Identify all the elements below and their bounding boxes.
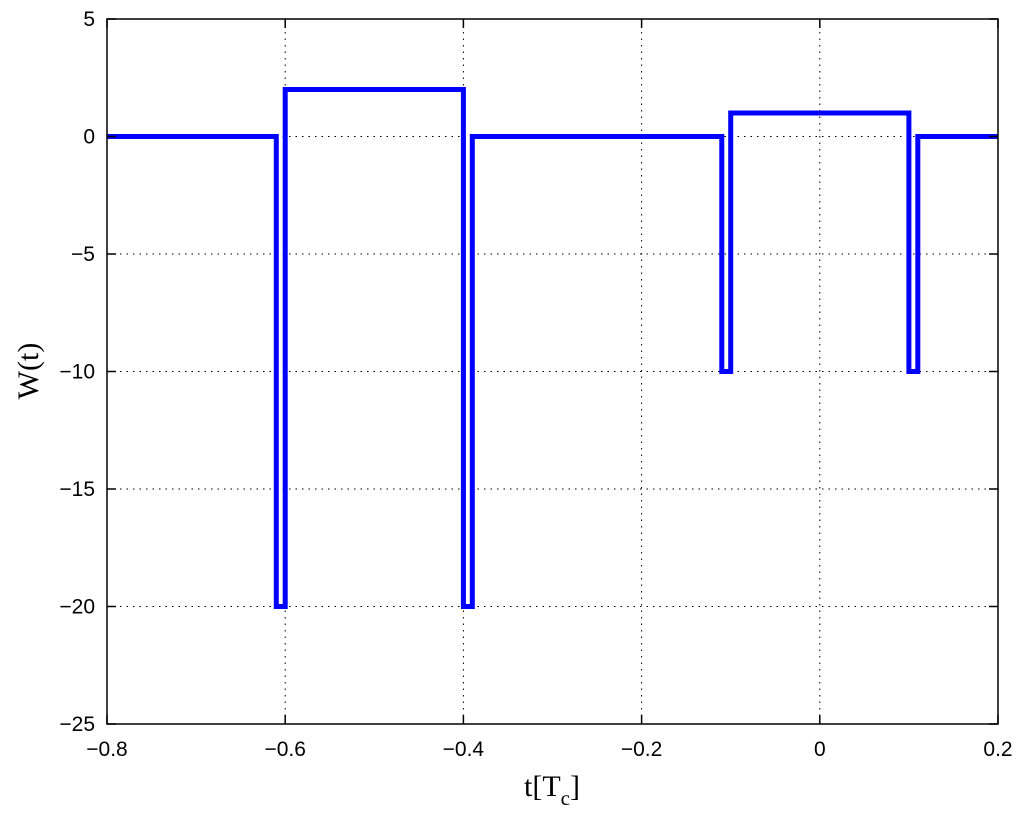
plot-area xyxy=(107,19,998,724)
x-tick-label: −0.2 xyxy=(621,738,662,761)
series-line xyxy=(107,87,998,609)
x-tick-label: 0.2 xyxy=(983,738,1012,761)
x-tick-label: −0.4 xyxy=(443,738,485,761)
x-axis-label: t[Tc] xyxy=(524,770,580,810)
x-tick-label: −0.8 xyxy=(86,738,127,761)
y-tick-labels: 5 0 −5 −10 −15 −20 −25 xyxy=(59,8,95,736)
x-tick-label: 0 xyxy=(814,738,826,761)
y-tick-label: 0 xyxy=(83,126,95,149)
x-tick-labels: −0.8 −0.6 −0.4 −0.2 0 0.2 xyxy=(86,738,1012,761)
y-tick-label: −5 xyxy=(71,243,95,266)
y-tick-label: −25 xyxy=(59,713,95,736)
y-tick-label: 5 xyxy=(83,8,95,31)
y-tick-label: −10 xyxy=(59,361,95,384)
x-tick-label: −0.6 xyxy=(264,738,305,761)
y-tick-label: −20 xyxy=(59,596,95,619)
y-tick-label: −15 xyxy=(59,478,95,501)
series-layer xyxy=(107,87,998,609)
tick-marks xyxy=(106,18,999,725)
y-axis-label: W(t) xyxy=(12,343,45,400)
